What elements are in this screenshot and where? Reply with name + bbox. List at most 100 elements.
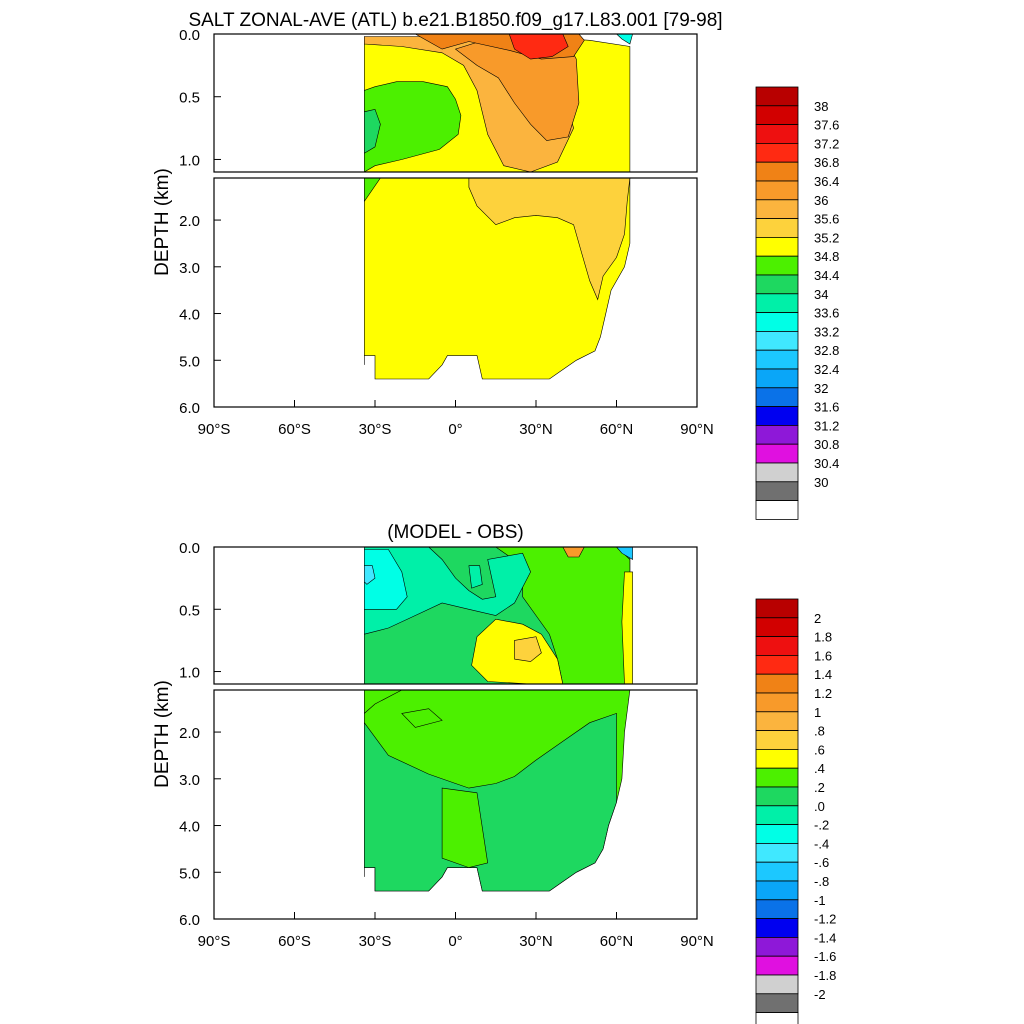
- colorbar-label: 36.8: [814, 155, 839, 170]
- colorbar-label: 34: [814, 287, 828, 302]
- colorbar-swatch: [755, 955, 799, 976]
- y-tick-label: 1.0: [179, 665, 200, 682]
- y-tick-label: 1.0: [179, 152, 200, 169]
- colorbar-swatch: [755, 974, 799, 995]
- colorbar-label: -1.2: [814, 912, 836, 927]
- lower-contour-region-1: [363, 712, 617, 892]
- colorbar-swatch: [755, 105, 799, 126]
- colorbar-swatch: [755, 500, 799, 520]
- colorbar-swatch: [755, 711, 799, 731]
- y-tick-label: 2.0: [179, 213, 200, 230]
- colorbar-label: 33.2: [814, 324, 839, 339]
- y-tick-label: 0.5: [179, 90, 200, 107]
- colorbar-label: 32.8: [814, 343, 839, 358]
- colorbar-swatch: [755, 481, 799, 501]
- colorbar-swatch: [755, 255, 799, 276]
- colorbar-label: 30: [814, 475, 828, 490]
- colorbar-swatch: [755, 636, 799, 656]
- colorbar-label: 30.8: [814, 437, 839, 452]
- colorbar-label: 32: [814, 381, 828, 396]
- colorbar-swatch: [755, 424, 799, 445]
- colorbar-label: -1: [814, 893, 826, 908]
- colorbar-swatch: [755, 142, 799, 163]
- colorbar-label: 38: [814, 99, 828, 114]
- colorbar-swatch: [755, 1012, 799, 1024]
- colorbar-label: -.4: [814, 836, 829, 851]
- colorbar-swatch: [755, 312, 799, 332]
- y-tick-label: 6.0: [179, 400, 200, 417]
- x-tick-label: 0°: [448, 421, 462, 438]
- colorbar-label: .0: [814, 799, 825, 814]
- colorbar-label: 30.4: [814, 456, 839, 471]
- colorbar-label: 33.6: [814, 306, 839, 321]
- x-tick-label: 90°N: [680, 421, 714, 438]
- upper-contour-region-6: [363, 549, 408, 610]
- y-tick-label: 2.0: [179, 725, 200, 742]
- y-tick-label: 6.0: [179, 912, 200, 929]
- upper-contour-region-1: [363, 81, 462, 172]
- colorbar-label: .6: [814, 742, 825, 757]
- upper-contour-region-4: [514, 636, 542, 662]
- x-tick-label: 60°N: [600, 421, 634, 438]
- colorbar-swatch: [755, 236, 799, 257]
- colorbar-label: .8: [814, 724, 825, 739]
- colorbar-swatch: [755, 692, 799, 713]
- colorbar-label: 32.4: [814, 362, 839, 377]
- chart-2: (MODEL - OBS)0.00.51.02.03.04.05.06.090°…: [152, 522, 836, 1024]
- colorbar-swatch: [755, 805, 799, 825]
- colorbar-swatch: [755, 161, 799, 182]
- colorbar-swatch: [755, 124, 799, 144]
- colorbar-label: .4: [814, 761, 825, 776]
- colorbar-swatch: [755, 218, 799, 238]
- x-tick-label: 60°S: [278, 933, 311, 950]
- colorbar-swatch: [755, 274, 799, 295]
- x-tick-label: 60°S: [278, 421, 311, 438]
- colorbar-label: 31.6: [814, 400, 839, 415]
- y-tick-label: 4.0: [179, 819, 200, 836]
- colorbar-label: 1.8: [814, 630, 832, 645]
- colorbar-label: -.2: [814, 818, 829, 833]
- upper-panel: [213, 33, 698, 173]
- upper-panel-frame: [213, 33, 698, 173]
- upper-panel-frame: [213, 546, 698, 685]
- lower-contour-region-2: [363, 690, 402, 715]
- colorbar-swatch: [755, 880, 799, 901]
- upper-contour-region-3: [621, 571, 633, 684]
- colorbar-label: 37.2: [814, 136, 839, 151]
- colorbar-label: 34.8: [814, 249, 839, 264]
- colorbar-swatch: [755, 767, 799, 788]
- colorbar-swatch: [755, 843, 799, 863]
- colorbar-swatch: [755, 937, 799, 957]
- y-tick-label: 0.0: [179, 27, 200, 44]
- colorbar-swatch: [755, 824, 799, 844]
- colorbar-swatch: [755, 598, 799, 619]
- upper-contour-region-9: [562, 547, 585, 558]
- colorbar-label: 1: [814, 705, 821, 720]
- chart-title: (MODEL - OBS): [387, 522, 524, 543]
- colorbar-label: 31.2: [814, 418, 839, 433]
- chart-title: SALT ZONAL-AVE (ATL) b.e21.B1850.f09_g17…: [188, 10, 722, 31]
- y-tick-label: 4.0: [179, 307, 200, 324]
- colorbar-swatch: [755, 462, 799, 483]
- colorbar-swatch: [755, 786, 799, 807]
- x-tick-label: 60°N: [600, 933, 634, 950]
- colorbar-label: 36.4: [814, 174, 839, 189]
- upper-contour-region-7: [616, 34, 633, 45]
- x-tick-label: 0°: [448, 933, 462, 950]
- colorbar-label: -2: [814, 987, 826, 1002]
- upper-panel: [213, 546, 698, 685]
- x-tick-label: 90°N: [680, 933, 714, 950]
- y-tick-label: 0.0: [179, 540, 200, 557]
- lower-contour-region-4: [441, 787, 489, 868]
- colorbar-swatch: [755, 993, 799, 1013]
- colorbar-swatch: [755, 180, 799, 201]
- upper-contour-region-8: [468, 565, 483, 589]
- lower-contour-region-1: [468, 178, 631, 301]
- upper-contour-region-7: [363, 565, 376, 585]
- upper-contour-region-6: [508, 34, 569, 60]
- colorbar-label: -.6: [814, 855, 829, 870]
- colorbar-label: -1.4: [814, 930, 836, 945]
- colorbar-swatch: [755, 918, 799, 938]
- y-tick-label: 0.5: [179, 602, 200, 619]
- colorbar: 38 37.6 37.2 36.8 36.4 36 35.6 35.2 34.8 34.4 34 33…: [755, 86, 839, 520]
